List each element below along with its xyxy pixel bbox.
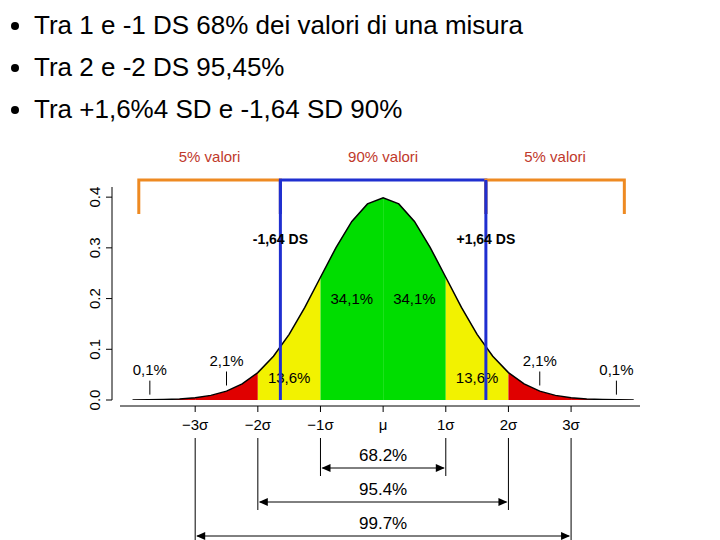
region-label: 34,1% bbox=[393, 290, 436, 307]
x-tick-label: 3σ bbox=[562, 416, 580, 433]
y-tick-label: 0.1 bbox=[86, 339, 103, 360]
arrow-head bbox=[321, 464, 330, 472]
x-tick-label: μ bbox=[379, 416, 388, 433]
plot-area bbox=[133, 198, 634, 400]
x-tick bbox=[383, 406, 384, 412]
region-label: 2,1% bbox=[523, 352, 557, 369]
x-tick bbox=[320, 406, 321, 412]
marker-label: -1,64 DS bbox=[253, 231, 308, 247]
chart: 0,1% 2,1% 13,6% 34,1% 34,1% 13,6% 2,1% 0,1% −3σ −… bbox=[0, 0, 720, 540]
span-arrow bbox=[260, 502, 507, 503]
label-tick bbox=[149, 381, 150, 395]
curve bbox=[133, 198, 634, 400]
x-tick-label: −1σ bbox=[307, 416, 334, 433]
span-extent bbox=[320, 438, 321, 476]
x-tick-label: 1σ bbox=[437, 416, 455, 433]
x-tick bbox=[571, 406, 572, 412]
bullet: Tra 1 e -1 DS 68% dei valori di una misu… bbox=[34, 4, 523, 46]
y-tick bbox=[106, 197, 112, 198]
span-extent bbox=[195, 438, 196, 540]
bullet: Tra 2 e -2 DS 95,45% bbox=[34, 46, 523, 88]
span-extent bbox=[257, 438, 258, 510]
span-label: 95.4% bbox=[359, 480, 407, 499]
y-tick-label: 0.3 bbox=[86, 237, 103, 258]
bracket bbox=[280, 180, 485, 214]
x-tick bbox=[445, 406, 446, 412]
region-label: 2,1% bbox=[209, 352, 243, 369]
x-tick-label: −2σ bbox=[245, 416, 272, 433]
y-tick bbox=[106, 400, 112, 401]
arrow-head bbox=[436, 464, 445, 472]
region-label: 13,6% bbox=[268, 369, 311, 386]
marker-line bbox=[484, 180, 487, 400]
y-tick bbox=[106, 349, 112, 350]
region-label: 13,6% bbox=[456, 369, 499, 386]
y-tick-label: 0.4 bbox=[86, 187, 103, 208]
x-tick bbox=[195, 406, 196, 412]
y-axis bbox=[112, 187, 113, 400]
arrow-head bbox=[561, 532, 570, 540]
label-tick bbox=[539, 372, 540, 386]
region-label: 34,1% bbox=[331, 290, 374, 307]
area-region bbox=[383, 198, 446, 400]
bracket-label: 5% valori bbox=[524, 148, 586, 165]
span-arrow bbox=[197, 536, 569, 537]
marker-label: +1,64 DS bbox=[456, 231, 515, 247]
y-tick-label: 0.2 bbox=[86, 288, 103, 309]
x-axis bbox=[120, 406, 640, 407]
bracket bbox=[486, 180, 624, 214]
arrow-head bbox=[498, 498, 507, 506]
y-tick-label: 0.0 bbox=[86, 390, 103, 411]
y-tick bbox=[106, 298, 112, 299]
span-arrow bbox=[322, 468, 443, 469]
x-tick bbox=[257, 406, 258, 412]
x-tick bbox=[508, 406, 509, 412]
span-label: 68.2% bbox=[359, 446, 407, 465]
bullet-list: Tra 1 e -1 DS 68% dei valori di una misu… bbox=[0, 4, 523, 130]
bracket-label: 90% valori bbox=[348, 148, 418, 165]
span-extent bbox=[508, 438, 509, 510]
span-extent bbox=[445, 438, 446, 476]
region-label: 0,1% bbox=[599, 361, 633, 378]
arrow-head bbox=[259, 498, 268, 506]
label-tick bbox=[616, 381, 617, 395]
bracket bbox=[139, 180, 281, 214]
arrow-head bbox=[196, 532, 205, 540]
region-label: 0,1% bbox=[133, 361, 167, 378]
area-region bbox=[320, 198, 383, 400]
x-tick-label: 2σ bbox=[500, 416, 518, 433]
bracket-label: 5% valori bbox=[179, 148, 241, 165]
span-extent bbox=[571, 438, 572, 540]
bullet: Tra +1,6%4 SD e -1,64 SD 90% bbox=[34, 88, 523, 130]
label-tick bbox=[226, 372, 227, 386]
span-label: 99.7% bbox=[359, 514, 407, 533]
x-tick-label: −3σ bbox=[182, 416, 209, 433]
marker-line bbox=[279, 180, 282, 400]
y-tick bbox=[106, 247, 112, 248]
